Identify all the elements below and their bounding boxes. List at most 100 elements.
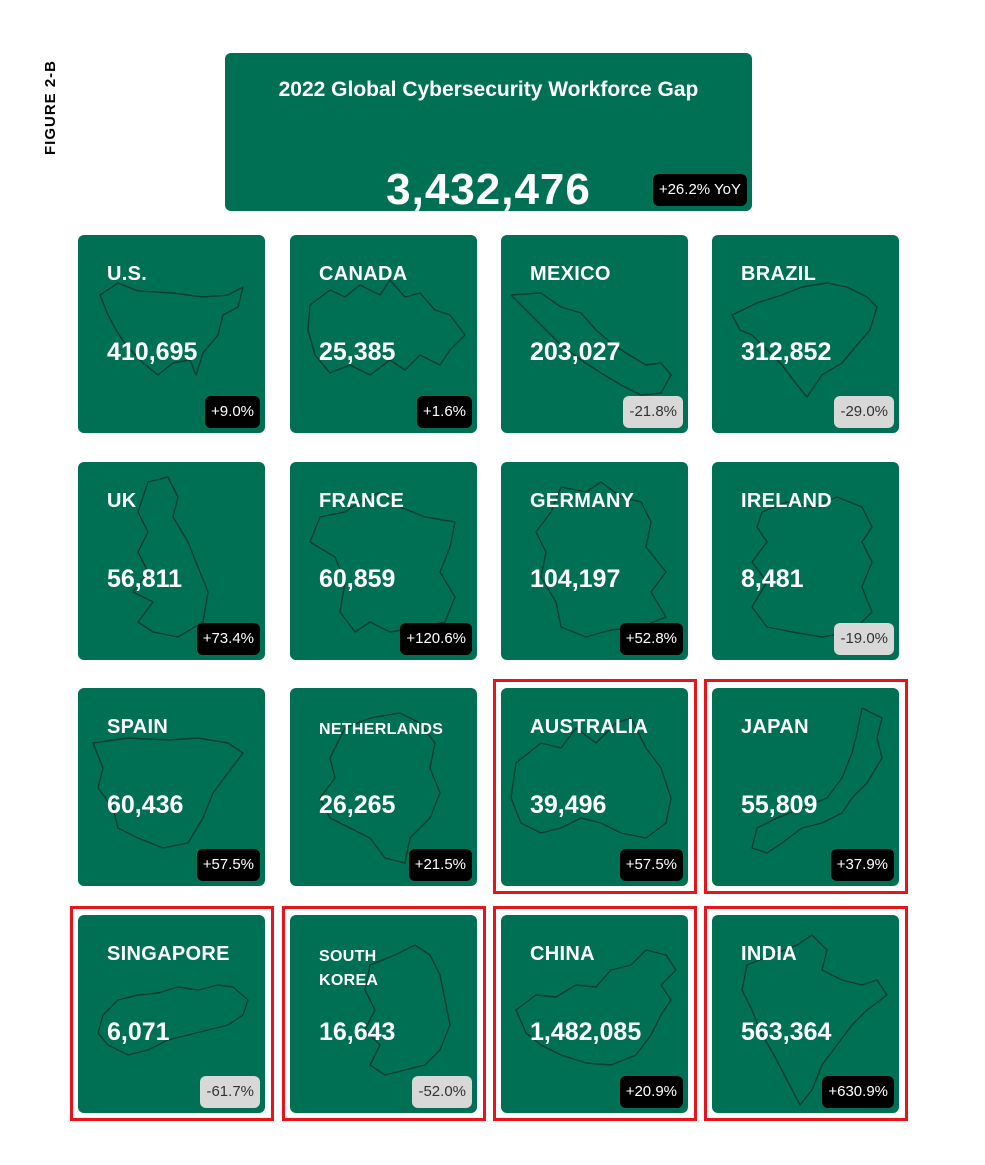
country-tile-singapore: SINGAPORE 6,071 -61.7% bbox=[78, 915, 265, 1113]
gap-value: 16,643 bbox=[319, 1018, 396, 1046]
uk-map-icon bbox=[132, 476, 209, 638]
highlight-box-china bbox=[493, 906, 697, 1121]
australia-map-icon bbox=[510, 717, 672, 839]
gap-value: 56,811 bbox=[107, 565, 183, 593]
gap-value: 26,265 bbox=[319, 791, 396, 819]
country-name: SPAIN bbox=[107, 716, 169, 738]
gap-value: 6,071 bbox=[107, 1018, 170, 1046]
change-badge: +1.6% bbox=[417, 396, 472, 428]
country-name: AUSTRALIA bbox=[530, 716, 649, 738]
gap-value: 312,852 bbox=[741, 338, 832, 366]
highlight-box-japan bbox=[704, 679, 908, 894]
country-tile-japan: JAPAN 55,809 +37.9% bbox=[712, 688, 899, 886]
country-tile-mexico: MEXICO 203,027 -21.8% bbox=[501, 235, 688, 433]
change-badge: -61.7% bbox=[200, 1076, 260, 1108]
change-badge: +21.5% bbox=[408, 849, 472, 881]
france-map-icon bbox=[309, 491, 456, 633]
global-gap-total: 3,432,476 bbox=[386, 165, 591, 214]
change-badge: +52.8% bbox=[619, 623, 683, 655]
gap-value: 203,027 bbox=[530, 338, 621, 366]
country-name: CANADA bbox=[319, 263, 408, 285]
mexico-map-outline bbox=[510, 292, 672, 396]
china-map-outline bbox=[515, 949, 677, 1066]
singapore-map-icon bbox=[97, 984, 249, 1056]
country-tile-uk: UK 56,811 +73.4% bbox=[78, 462, 265, 660]
japan-map-outline bbox=[751, 707, 883, 854]
gap-value: 563,364 bbox=[741, 1018, 832, 1046]
canada-map-outline bbox=[307, 279, 466, 376]
ireland-map-outline bbox=[751, 496, 873, 638]
country-name: NETHERLANDS bbox=[319, 721, 444, 738]
south-korea-map-outline bbox=[364, 944, 451, 1076]
change-badge: +57.5% bbox=[619, 849, 683, 881]
ireland-map-icon bbox=[751, 496, 873, 638]
country-name: U.S. bbox=[107, 263, 148, 285]
country-name: SOUTH KOREA bbox=[319, 948, 379, 989]
highlight-box-singapore bbox=[70, 906, 274, 1121]
australia-map-outline bbox=[510, 717, 672, 839]
change-badge: +37.9% bbox=[830, 849, 894, 881]
chart-title: 2022 Global Cybersecurity Workforce Gap bbox=[278, 78, 699, 101]
country-tile-brazil: BRAZIL 312,852 -29.0% bbox=[712, 235, 899, 433]
country-tile-france: FRANCE 60,859 +120.6% bbox=[290, 462, 477, 660]
gap-value: 55,809 bbox=[741, 791, 818, 819]
gap-value: 1,482,085 bbox=[530, 1018, 642, 1046]
spain-map-icon bbox=[92, 737, 244, 849]
mexico-map-icon bbox=[510, 292, 672, 396]
gap-value: 60,436 bbox=[107, 791, 184, 819]
global-gap-card: 2022 Global Cybersecurity Workforce Gap … bbox=[225, 53, 752, 214]
country-name: IRELAND bbox=[741, 490, 832, 512]
change-badge: -29.0% bbox=[834, 396, 894, 428]
uk-map-outline bbox=[132, 476, 209, 638]
country-name: FRANCE bbox=[319, 490, 405, 512]
change-badge: +9.0% bbox=[205, 396, 260, 428]
country-name: GERMANY bbox=[530, 490, 635, 512]
figure-label-text: FIGURE 2-B bbox=[42, 59, 59, 155]
country-tile-china: CHINA 1,482,085 +20.9% bbox=[501, 915, 688, 1113]
brazil-map-outline bbox=[731, 282, 878, 398]
country-tile-australia: AUSTRALIA 39,496 +57.5% bbox=[501, 688, 688, 886]
country-tile-south-korea: SOUTH KOREA 16,643 -52.0% bbox=[290, 915, 477, 1113]
country-name: BRAZIL bbox=[741, 263, 817, 285]
india-map-icon bbox=[741, 934, 888, 1106]
country-name: SINGAPORE bbox=[107, 943, 230, 965]
country-name: INDIA bbox=[741, 943, 797, 965]
china-map-icon bbox=[515, 949, 677, 1066]
india-map-outline bbox=[741, 934, 888, 1106]
gap-value: 25,385 bbox=[319, 338, 396, 366]
country-name: UK bbox=[107, 490, 137, 512]
gap-value: 39,496 bbox=[530, 791, 607, 819]
germany-map-icon bbox=[535, 481, 667, 638]
country-tile-ireland: IRELAND 8,481 -19.0% bbox=[712, 462, 899, 660]
global-gap-change-badge: +26.2% YoY bbox=[652, 174, 747, 206]
country-name: MEXICO bbox=[530, 263, 611, 285]
change-badge: +20.9% bbox=[619, 1076, 683, 1108]
gap-value: 104,197 bbox=[530, 565, 621, 593]
gap-value: 60,859 bbox=[319, 565, 396, 593]
country-tile-spain: SPAIN 60,436 +57.5% bbox=[78, 688, 265, 886]
spain-map-outline bbox=[92, 737, 244, 849]
country-name: CHINA bbox=[530, 943, 595, 965]
change-badge: +73.4% bbox=[196, 623, 260, 655]
change-badge: -52.0% bbox=[412, 1076, 472, 1108]
france-map-outline bbox=[309, 491, 456, 633]
country-tile-india: INDIA 563,364 +630.9% bbox=[712, 915, 899, 1113]
country-tile-netherlands: NETHERLANDS 26,265 +21.5% bbox=[290, 688, 477, 886]
germany-map-outline bbox=[535, 481, 667, 638]
japan-map-icon bbox=[751, 707, 883, 854]
change-badge: -21.8% bbox=[623, 396, 683, 428]
country-tile-germany: GERMANY 104,197 +52.8% bbox=[501, 462, 688, 660]
gap-value: 410,695 bbox=[107, 338, 198, 366]
country-tile-u-s: U.S. 410,695 +9.0% bbox=[78, 235, 265, 433]
south-korea-map-icon bbox=[364, 944, 451, 1076]
change-badge: -19.0% bbox=[834, 623, 894, 655]
change-badge: +630.9% bbox=[822, 1076, 894, 1108]
highlight-box-india bbox=[704, 906, 908, 1121]
netherlands-map-outline bbox=[319, 712, 441, 864]
change-badge: +57.5% bbox=[196, 849, 260, 881]
brazil-map-icon bbox=[731, 282, 878, 398]
country-name: JAPAN bbox=[741, 716, 809, 738]
us-map-icon bbox=[99, 282, 244, 376]
netherlands-map-icon bbox=[319, 712, 441, 864]
country-tile-canada: CANADA 25,385 +1.6% bbox=[290, 235, 477, 433]
